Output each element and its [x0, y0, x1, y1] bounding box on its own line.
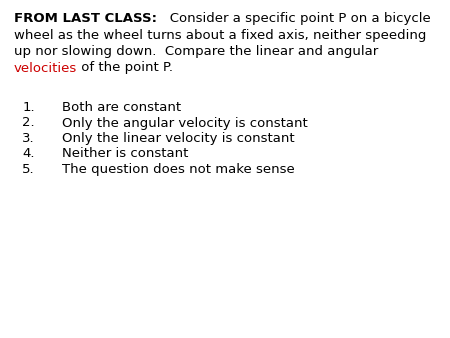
- Text: wheel as the wheel turns about a fixed axis, neither speeding: wheel as the wheel turns about a fixed a…: [14, 28, 427, 42]
- Text: Only the angular velocity is constant: Only the angular velocity is constant: [62, 117, 308, 129]
- Text: The question does not make sense: The question does not make sense: [62, 163, 295, 176]
- Text: 1.: 1.: [22, 101, 35, 114]
- Text: 4.: 4.: [22, 147, 35, 161]
- Text: of the point P.: of the point P.: [77, 62, 173, 74]
- Text: 2.: 2.: [22, 117, 35, 129]
- Text: Only the linear velocity is constant: Only the linear velocity is constant: [62, 132, 295, 145]
- Text: 3.: 3.: [22, 132, 35, 145]
- Text: Both are constant: Both are constant: [62, 101, 181, 114]
- Text: up nor slowing down.  Compare the linear and angular: up nor slowing down. Compare the linear …: [14, 45, 378, 58]
- Text: 5.: 5.: [22, 163, 35, 176]
- Text: Neither is constant: Neither is constant: [62, 147, 189, 161]
- Text: velocities: velocities: [14, 62, 77, 74]
- Text: FROM LAST CLASS:: FROM LAST CLASS:: [14, 12, 157, 25]
- Text: Consider a specific point P on a bicycle: Consider a specific point P on a bicycle: [157, 12, 431, 25]
